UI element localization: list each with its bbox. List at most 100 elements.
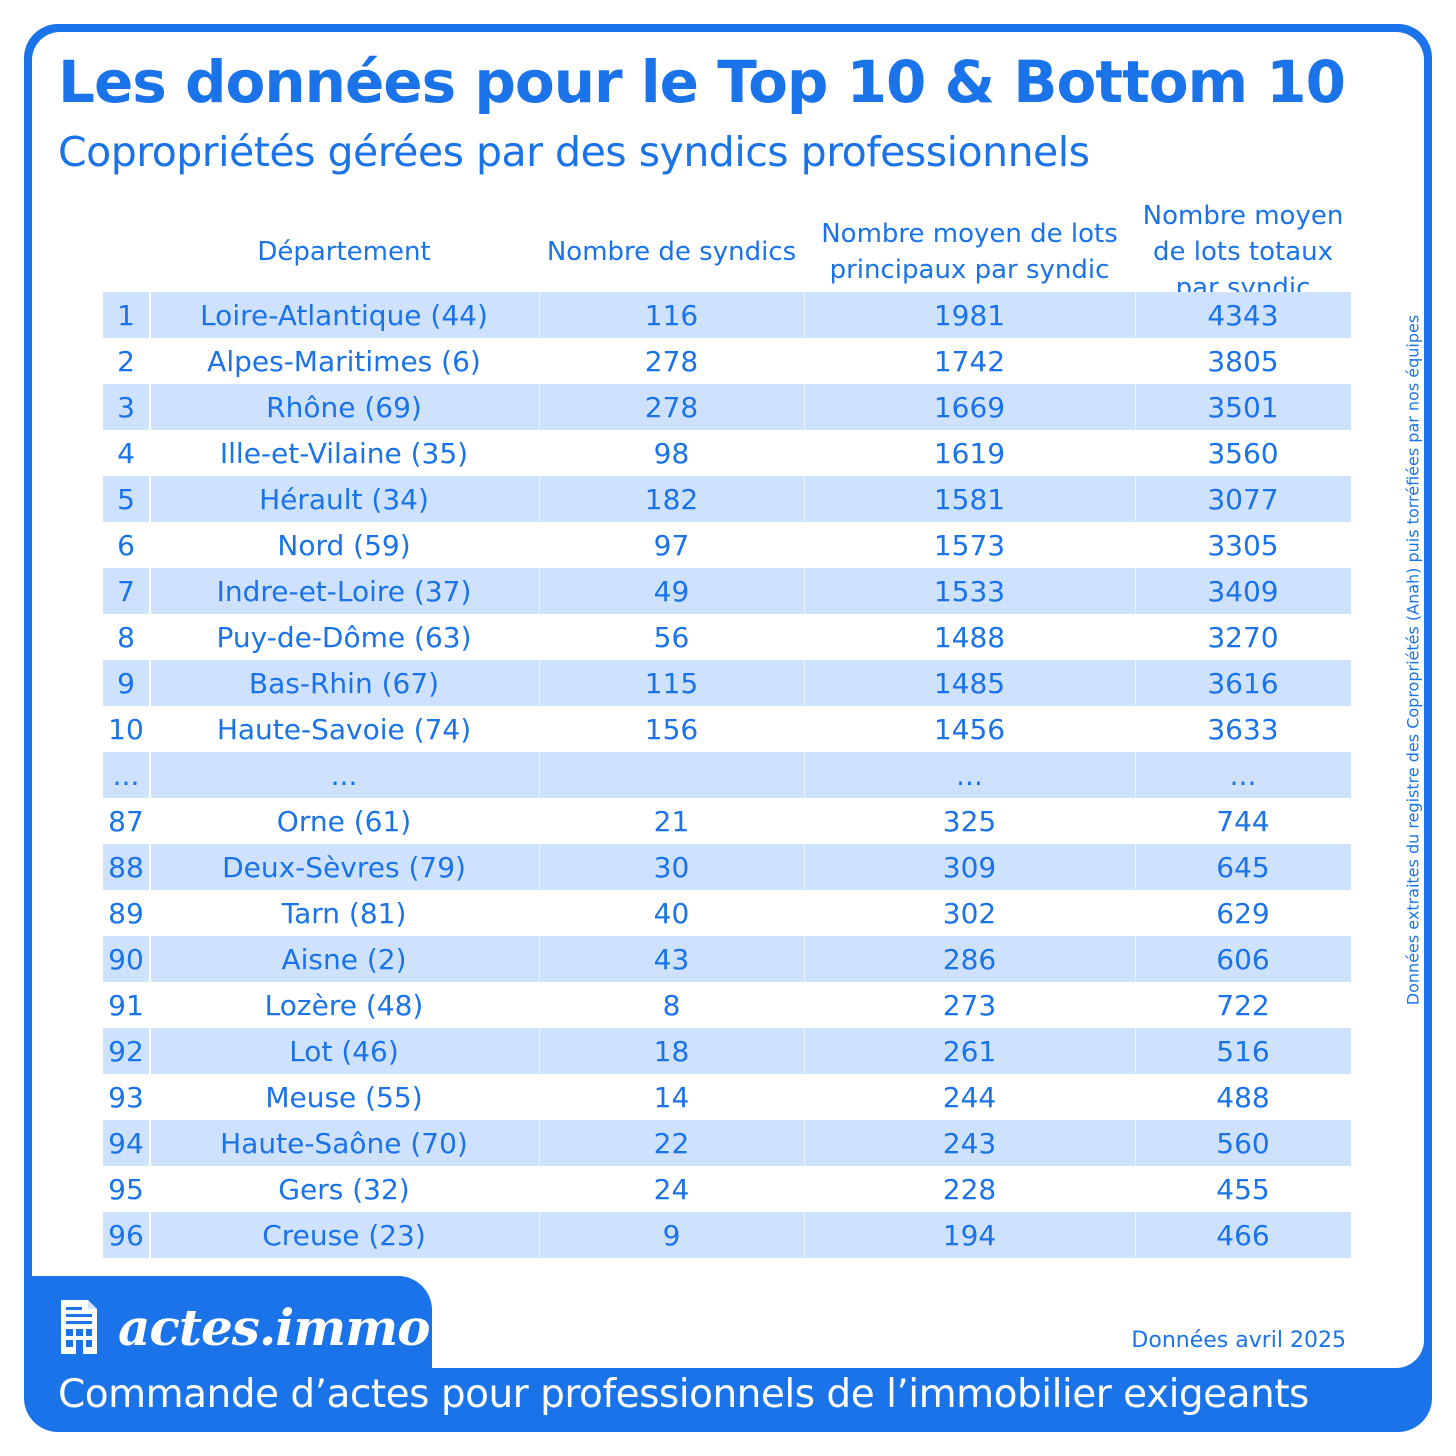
departement-cell: Deux-Sèvres (79) (149, 844, 540, 890)
table-row: 8 Puy-de-Dôme (63) 56 1488 3270 (103, 614, 1351, 660)
lots-principaux-cell: 1669 (804, 384, 1136, 430)
rank-cell: ... (103, 752, 151, 798)
table-row: ............ (103, 752, 1351, 798)
syndics-cell: 182 (539, 476, 805, 522)
syndics-cell: 18 (539, 1028, 805, 1074)
lots-principaux-cell: 1581 (804, 476, 1136, 522)
lots-principaux-cell: 194 (804, 1212, 1136, 1258)
rank-cell: 94 (103, 1120, 151, 1166)
rank-cell: 92 (103, 1028, 151, 1074)
table-row: 95 Gers (32) 24 228 455 (103, 1166, 1351, 1212)
header-departement: Département (257, 237, 431, 267)
departement-cell: Lot (46) (149, 1028, 540, 1074)
table-row: 87 Orne (61) 21 325 744 (103, 798, 1351, 844)
lots-totaux-cell: 744 (1216, 804, 1270, 838)
header-lots-principaux: Nombre moyen de lots principaux par synd… (821, 219, 1118, 285)
lots-totaux-cell: 455 (1216, 1172, 1270, 1206)
brand-logo[interactable]: actes.immo (58, 1292, 430, 1362)
tagline: Commande d’actes pour professionnels de … (58, 1372, 1309, 1417)
syndics-cell: 21 (653, 804, 690, 838)
syndics-cell: 49 (539, 568, 805, 614)
rank-cell: 8 (117, 620, 135, 654)
syndics-cell: 56 (653, 620, 690, 654)
lots-totaux-cell: 466 (1216, 1218, 1270, 1252)
lots-totaux-cell: 560 (1216, 1126, 1270, 1160)
header-syndics: Nombre de syndics (546, 237, 797, 267)
rank-cell: 95 (108, 1172, 144, 1206)
lots-totaux-cell: 3409 (1207, 574, 1279, 608)
table-row: 4 Ille-et-Vilaine (35) 98 1619 3560 (103, 430, 1351, 476)
lots-principaux-cell: 228 (942, 1172, 997, 1206)
lots-principaux-cell: 244 (942, 1080, 997, 1114)
rank-cell: 9 (103, 660, 151, 706)
lots-totaux-cell: 606 (1216, 942, 1270, 976)
header-lots-totaux: Nombre moyen de lots totaux par syndic (1142, 201, 1344, 303)
departement-cell: Hérault (34) (149, 476, 540, 522)
syndics-cell: 22 (539, 1120, 805, 1166)
lots-totaux-cell: 3501 (1207, 390, 1279, 424)
syndics-cell: 156 (644, 712, 699, 746)
syndics-cell: 115 (539, 660, 805, 706)
table-row: 92 Lot (46) 18 261 516 (103, 1028, 1351, 1074)
table-row: 3 Rhône (69) 278 1669 3501 (103, 384, 1351, 430)
page-title: Les données pour le Top 10 & Bottom 10 (58, 48, 1346, 116)
lots-principaux-cell: 1533 (804, 568, 1136, 614)
table-row: 7 Indre-et-Loire (37) 49 1533 3409 (103, 568, 1351, 614)
departement-cell: Lozère (48) (264, 988, 424, 1022)
data-date: Données avril 2025 (1131, 1328, 1346, 1353)
departement-cell: Tarn (81) (281, 896, 407, 930)
departement-cell: Orne (61) (276, 804, 412, 838)
lots-totaux-cell: 4343 (1207, 298, 1279, 332)
table-row: 6 Nord (59) 97 1573 3305 (103, 522, 1351, 568)
lots-principaux-cell: 325 (942, 804, 997, 838)
table-row: 96 Creuse (23) 9 194 466 (103, 1212, 1351, 1258)
syndics-cell: 9 (539, 1212, 805, 1258)
departement-cell: Loire-Atlantique (44) (149, 292, 540, 338)
syndics-cell: 278 (644, 344, 699, 378)
lots-principaux-cell: 261 (804, 1028, 1136, 1074)
lots-principaux-cell: 1619 (933, 436, 1006, 470)
brand-name: actes.immo (118, 1297, 430, 1357)
departement-cell: Alpes-Maritimes (6) (207, 344, 481, 378)
lots-totaux-cell: 3270 (1207, 620, 1279, 654)
source-note-text: Données extraites du registre des Coprop… (1403, 314, 1423, 1006)
syndics-cell: 43 (539, 936, 805, 982)
syndics-cell: 97 (653, 528, 690, 562)
table-row: 5 Hérault (34) 182 1581 3077 (103, 476, 1351, 522)
rank-cell: 5 (103, 476, 151, 522)
rank-cell: 6 (117, 528, 135, 562)
lots-principaux-cell: 243 (804, 1120, 1136, 1166)
syndics-cell: 30 (539, 844, 805, 890)
table-row: 91 Lozère (48) 8 273 722 (103, 982, 1351, 1028)
syndics-cell: 24 (653, 1172, 690, 1206)
lots-totaux-cell: 3633 (1207, 712, 1279, 746)
rank-cell: 87 (108, 804, 144, 838)
departement-cell: Ille-et-Vilaine (35) (219, 436, 469, 470)
rank-cell: 91 (108, 988, 144, 1022)
rank-cell: 4 (117, 436, 135, 470)
table-row: 10 Haute-Savoie (74) 156 1456 3633 (103, 706, 1351, 752)
rank-cell: 7 (103, 568, 151, 614)
lots-principaux-cell: 1981 (804, 292, 1136, 338)
table-row: 88 Deux-Sèvres (79) 30 309 645 (103, 844, 1351, 890)
rank-cell: 10 (108, 712, 144, 746)
syndics-cell: 98 (653, 436, 690, 470)
table-row: 89 Tarn (81) 40 302 629 (103, 890, 1351, 936)
departement-cell: Gers (32) (278, 1172, 410, 1206)
lots-totaux-cell: 488 (1216, 1080, 1270, 1114)
lots-totaux-cell: 3616 (1207, 666, 1279, 700)
table-row: 9 Bas-Rhin (67) 115 1485 3616 (103, 660, 1351, 706)
syndics-cell: 116 (539, 292, 805, 338)
departement-cell: Rhône (69) (149, 384, 540, 430)
departement-cell: Nord (59) (277, 528, 411, 562)
table-row: 1 Loire-Atlantique (44) 116 1981 4343 (103, 292, 1351, 338)
syndics-cell: 8 (662, 988, 681, 1022)
lots-principaux-cell: 273 (942, 988, 997, 1022)
syndics-cell: 14 (653, 1080, 690, 1114)
syndics-cell (539, 752, 805, 798)
departement-cell: Bas-Rhin (67) (149, 660, 540, 706)
lots-principaux-cell: 286 (804, 936, 1136, 982)
lots-principaux-cell: 1456 (933, 712, 1006, 746)
lots-totaux-cell: ... (1229, 758, 1257, 792)
departement-cell: Haute-Saône (70) (149, 1120, 540, 1166)
